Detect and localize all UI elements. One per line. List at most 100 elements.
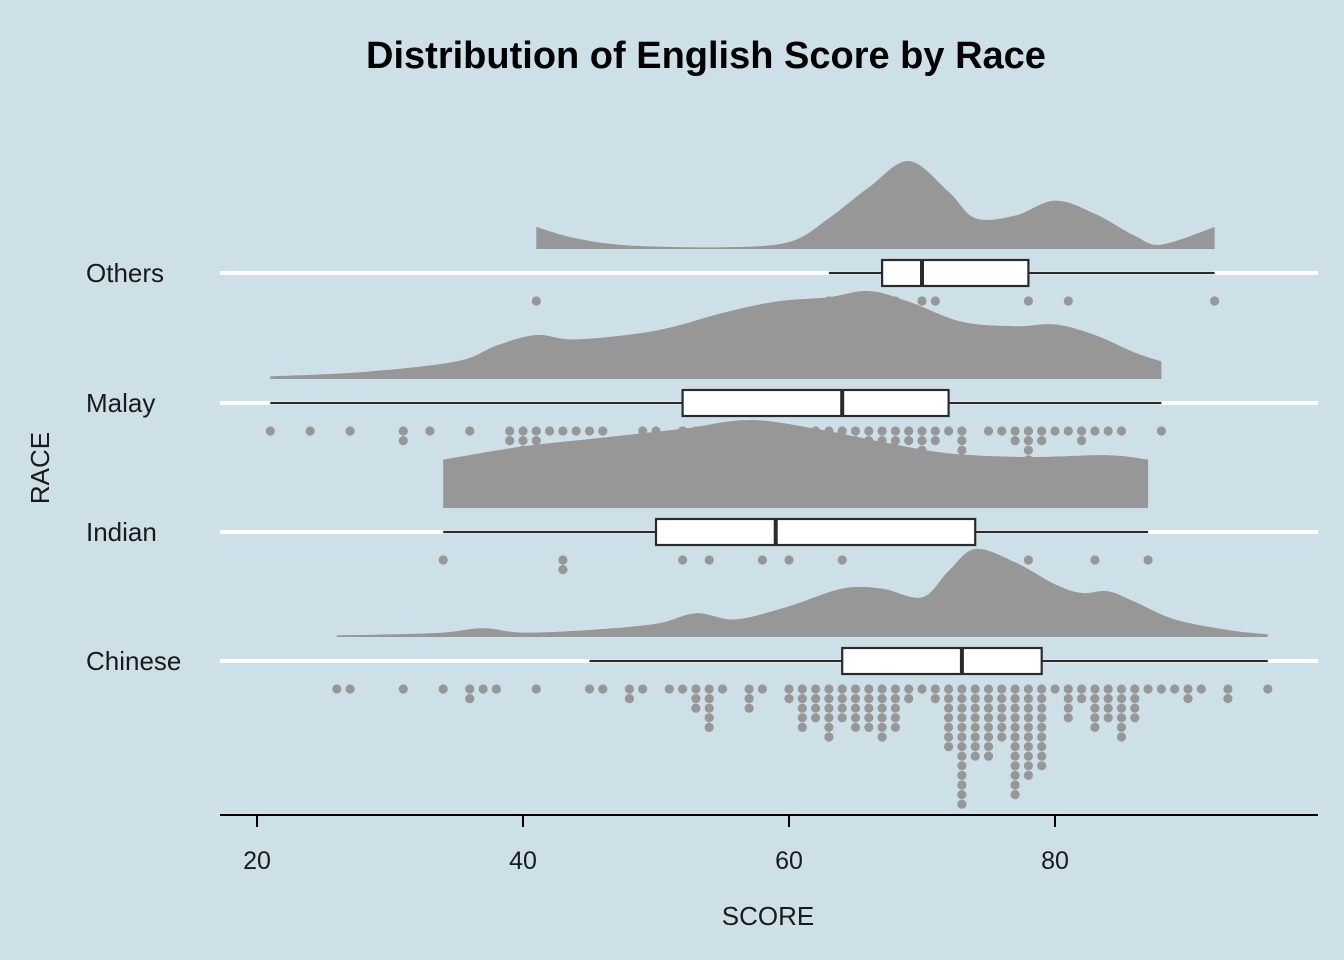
dot-malay bbox=[518, 445, 528, 455]
dot-malay bbox=[837, 445, 847, 455]
dot-indian bbox=[1023, 555, 1033, 565]
dot-chinese bbox=[824, 703, 834, 713]
dot-chinese bbox=[1010, 684, 1020, 694]
dot-chinese bbox=[877, 722, 887, 733]
dot-chinese bbox=[1130, 713, 1140, 723]
dot-chinese bbox=[890, 694, 901, 704]
dot-chinese bbox=[797, 684, 807, 694]
dot-chinese bbox=[837, 703, 847, 713]
dot-chinese bbox=[837, 713, 847, 723]
dot-chinese bbox=[1010, 732, 1020, 742]
dot-malay bbox=[930, 436, 940, 446]
dot-malay bbox=[850, 445, 861, 455]
category-label-malay: Malay bbox=[86, 388, 155, 418]
dot-chinese bbox=[1103, 703, 1113, 713]
dot-indian bbox=[558, 555, 568, 565]
dot-malay bbox=[1023, 426, 1033, 436]
dot-chinese bbox=[1010, 703, 1020, 713]
dot-chinese bbox=[983, 732, 994, 742]
dot-malay bbox=[744, 436, 754, 446]
dot-chinese bbox=[691, 684, 701, 694]
dot-chinese bbox=[957, 703, 967, 713]
dot-chinese bbox=[744, 694, 754, 704]
dot-chinese bbox=[864, 703, 874, 713]
dot-chinese bbox=[970, 722, 980, 733]
dot-chinese bbox=[1130, 703, 1140, 713]
dot-malay bbox=[1116, 426, 1127, 436]
dot-chinese bbox=[1077, 684, 1087, 694]
dot-chinese bbox=[983, 694, 994, 704]
dot-chinese bbox=[598, 684, 608, 694]
dot-chinese bbox=[997, 713, 1007, 723]
dot-chinese bbox=[904, 694, 914, 704]
dot-chinese bbox=[970, 703, 980, 713]
dot-chinese bbox=[438, 684, 448, 694]
dot-chinese bbox=[1116, 703, 1127, 713]
dot-malay bbox=[983, 426, 994, 436]
dot-malay bbox=[638, 436, 648, 446]
dot-malay bbox=[265, 426, 275, 436]
dot-indian bbox=[1090, 555, 1100, 565]
dot-others bbox=[930, 296, 940, 306]
dot-chinese bbox=[1223, 684, 1233, 694]
dot-chinese bbox=[704, 713, 714, 723]
dot-chinese bbox=[704, 684, 714, 694]
dot-chinese bbox=[1130, 684, 1140, 694]
dot-chinese bbox=[957, 713, 967, 723]
dot-chinese bbox=[584, 684, 595, 694]
dot-malay bbox=[904, 426, 914, 436]
dot-chinese bbox=[797, 713, 807, 723]
dot-chinese bbox=[1037, 761, 1047, 771]
dot-chinese bbox=[850, 703, 861, 713]
dot-chinese bbox=[957, 751, 967, 761]
dot-malay bbox=[917, 445, 927, 455]
dot-chinese bbox=[1063, 684, 1073, 694]
dot-indian bbox=[1143, 555, 1153, 565]
dot-chinese bbox=[624, 684, 635, 694]
dot-malay bbox=[518, 436, 528, 446]
dot-chinese bbox=[1037, 703, 1047, 713]
dot-chinese bbox=[930, 684, 940, 694]
dot-chinese bbox=[1156, 684, 1166, 694]
dot-chinese bbox=[1090, 703, 1100, 713]
dot-chinese bbox=[970, 684, 980, 694]
box-indian bbox=[654, 517, 977, 547]
dot-malay bbox=[1103, 426, 1113, 436]
dot-chinese bbox=[970, 732, 980, 742]
dot-chinese bbox=[744, 684, 754, 694]
dot-malay bbox=[584, 426, 595, 436]
dot-chinese bbox=[678, 684, 688, 694]
x-tick-label-20: 20 bbox=[243, 847, 271, 875]
dot-chinese bbox=[890, 703, 901, 713]
dot-chinese bbox=[797, 722, 807, 733]
dot-chinese bbox=[1063, 713, 1073, 723]
dot-chinese bbox=[983, 684, 994, 694]
dot-malay bbox=[518, 426, 528, 436]
dot-chinese bbox=[944, 722, 954, 733]
dot-chinese bbox=[1023, 694, 1033, 704]
dot-chinese bbox=[1143, 684, 1153, 694]
dot-malay bbox=[890, 436, 901, 446]
dot-chinese bbox=[1023, 742, 1033, 752]
dot-chinese bbox=[983, 703, 994, 713]
dot-chinese bbox=[1263, 684, 1273, 694]
dot-chinese bbox=[1023, 732, 1033, 742]
dot-others bbox=[531, 296, 541, 306]
dot-malay bbox=[850, 455, 861, 465]
dot-chinese bbox=[824, 732, 834, 742]
dot-chinese bbox=[332, 684, 342, 694]
dot-chinese bbox=[850, 713, 861, 723]
dot-malay bbox=[771, 426, 781, 436]
dot-others bbox=[1210, 296, 1220, 306]
dot-chinese bbox=[1130, 694, 1140, 704]
dot-chinese bbox=[997, 722, 1007, 733]
dot-malay bbox=[917, 426, 927, 436]
rain-dots bbox=[265, 296, 1273, 809]
dot-malay bbox=[558, 426, 568, 436]
dot-chinese bbox=[957, 732, 967, 742]
dot-chinese bbox=[957, 742, 967, 752]
dot-chinese bbox=[1037, 742, 1047, 752]
dot-malay bbox=[691, 426, 701, 436]
dot-chinese bbox=[691, 703, 701, 713]
dot-chinese bbox=[957, 770, 967, 781]
